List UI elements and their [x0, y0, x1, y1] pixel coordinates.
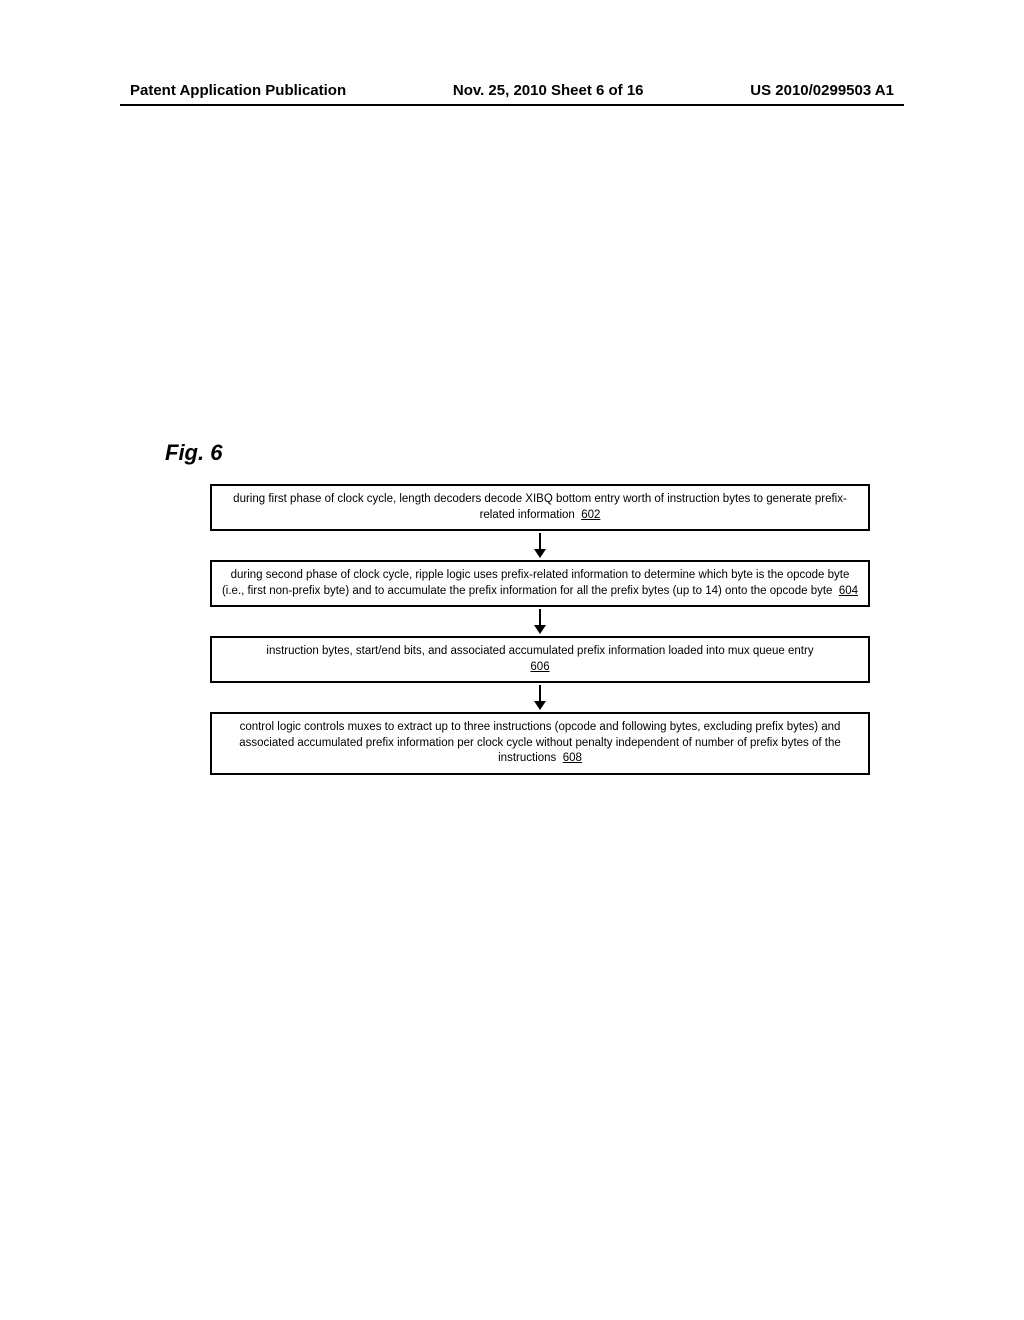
header-rule [120, 104, 904, 106]
arrow-head-icon [534, 701, 546, 710]
flow-arrow [210, 533, 870, 558]
flowchart: during first phase of clock cycle, lengt… [210, 484, 870, 775]
flow-arrow [210, 685, 870, 710]
flow-box-text: during first phase of clock cycle, lengt… [233, 493, 847, 521]
flow-box-text: during second phase of clock cycle, ripp… [222, 569, 849, 597]
flow-box-ref: 608 [563, 752, 582, 764]
arrow-shaft [539, 533, 541, 549]
flow-box-606: instruction bytes, start/end bits, and a… [210, 636, 870, 683]
figure-label: Fig. 6 [165, 440, 222, 466]
flow-box-ref: 604 [839, 585, 858, 597]
flow-box-ref: 606 [530, 661, 549, 673]
flow-box-608: control logic controls muxes to extract … [210, 712, 870, 775]
page-header: Patent Application Publication Nov. 25, … [0, 82, 1024, 99]
arrow-head-icon [534, 625, 546, 634]
header-left: Patent Application Publication [130, 82, 346, 99]
arrow-head-icon [534, 549, 546, 558]
header-center: Nov. 25, 2010 Sheet 6 of 16 [453, 82, 644, 99]
arrow-shaft [539, 685, 541, 701]
flow-box-text: instruction bytes, start/end bits, and a… [266, 645, 813, 657]
flow-box-604: during second phase of clock cycle, ripp… [210, 560, 870, 607]
arrow-shaft [539, 609, 541, 625]
flow-arrow [210, 609, 870, 634]
flow-box-text: control logic controls muxes to extract … [239, 721, 841, 764]
header-right: US 2010/0299503 A1 [750, 82, 894, 99]
flow-box-ref: 602 [581, 509, 600, 521]
flow-box-602: during first phase of clock cycle, lengt… [210, 484, 870, 531]
